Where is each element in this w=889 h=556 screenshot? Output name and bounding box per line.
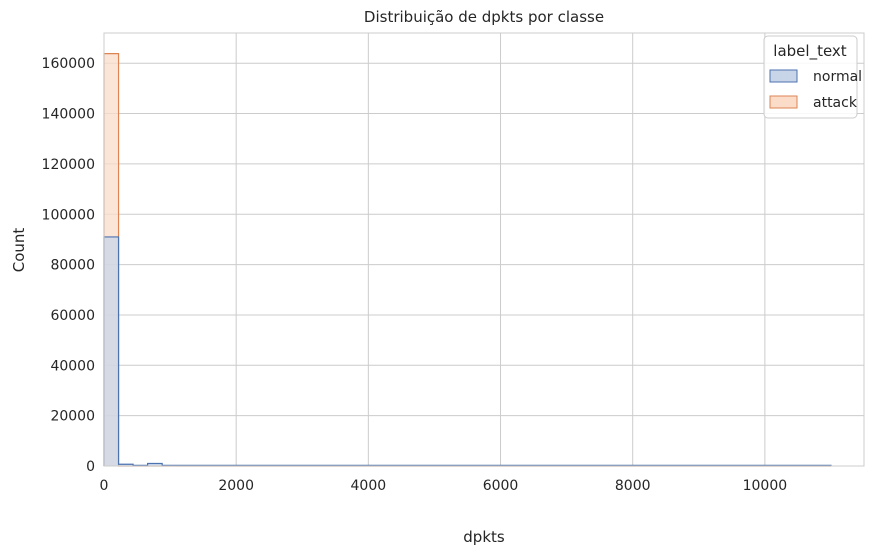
y-tick-label-8: 160000 (42, 56, 95, 72)
legend-title: label_text (773, 42, 847, 61)
legend-entry-attack: attack (813, 95, 858, 111)
y-tick-label-5: 100000 (42, 207, 95, 223)
step-outline-attack (103, 53, 831, 467)
y-tick-label-2: 40000 (50, 358, 95, 374)
legend-swatch-normal (769, 69, 798, 83)
y-tick-label-3: 60000 (50, 308, 95, 324)
chart-title: Distribuição de dpkts por classe (364, 8, 604, 26)
bar-normal-0 (104, 236, 119, 466)
x-axis-label: dpkts (463, 528, 505, 546)
bar-normal-1 (118, 464, 134, 466)
y-axis-label: Count (10, 228, 28, 273)
x-tick-label-4: 8000 (615, 478, 651, 494)
series-attack (103, 53, 831, 467)
bar-normal-3 (147, 463, 163, 466)
x-axis-ticks: 0 2000 4000 6000 8000 10000 (100, 478, 788, 494)
histogram-bars (103, 53, 832, 467)
y-tick-label-6: 120000 (42, 157, 95, 173)
plot-frame (103, 32, 865, 467)
series-normal (103, 236, 832, 467)
y-tick-label-4: 80000 (50, 258, 95, 274)
x-tick-label-1: 2000 (218, 478, 254, 494)
y-tick-label-1: 20000 (50, 409, 95, 425)
legend-swatch-attack (769, 95, 798, 109)
legend-entry-normal: normal (813, 69, 862, 85)
y-tick-label-0: 0 (86, 459, 95, 475)
x-tick-label-5: 10000 (743, 478, 788, 494)
x-tick-label-0: 0 (100, 478, 109, 494)
y-tick-label-7: 140000 (42, 107, 95, 123)
x-tick-label-2: 4000 (351, 478, 387, 494)
x-tick-label-3: 6000 (483, 478, 519, 494)
grid (103, 33, 864, 467)
legend: label_text normal attack (763, 35, 862, 119)
y-axis-ticks: 0 20000 40000 60000 80000 100000 120000 140000 1… (42, 56, 95, 475)
step-outline-normal (103, 236, 832, 466)
